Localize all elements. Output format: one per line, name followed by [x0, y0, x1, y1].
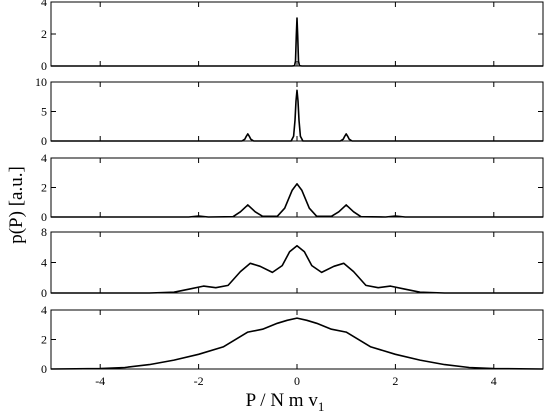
panel-5: -4 -2 0 2 4 0 2 4	[41, 303, 544, 388]
x-axis-label: P / N m v1	[246, 390, 325, 414]
y-tick-label: 4	[41, 0, 47, 9]
panel-4: 0 4 8	[41, 225, 544, 300]
x-tick-label: -4	[95, 374, 105, 388]
x-tick-label: 4	[491, 374, 497, 388]
series-line	[50, 317, 544, 370]
x-tick-label: -2	[194, 374, 204, 388]
x-tick-label: 2	[392, 374, 398, 388]
y-tick-label: 0	[41, 59, 47, 73]
y-tick-label: 8	[41, 225, 47, 239]
y-tick-label: 0	[41, 286, 47, 300]
y-tick-label: 4	[41, 303, 47, 317]
x-axis-label-subscript: 1	[318, 399, 325, 414]
y-tick-label: 10	[35, 75, 47, 89]
series-line	[51, 89, 543, 142]
series-line	[51, 17, 543, 67]
x-tick-label: 0	[294, 374, 300, 388]
y-tick-label: 5	[41, 105, 47, 119]
panel-frame	[50, 231, 544, 294]
panel-3: 0 2 4	[41, 151, 544, 224]
panels-group: 0 2 4 0 5 10 0 2 4 0 4 8 -4 -2 0 2 4 0 2 4	[35, 0, 544, 388]
x-axis-label-main: P / N m v	[246, 390, 319, 411]
panel-1: 0 2 4	[41, 0, 544, 73]
y-tick-label: 2	[41, 333, 47, 347]
panel-frame	[50, 157, 544, 218]
y-tick-label: 0	[41, 134, 47, 148]
y-tick-label: 2	[41, 181, 47, 195]
series-line	[51, 244, 543, 294]
y-axis-label: p(P) [a.u.]	[6, 166, 27, 244]
y-tick-label: 4	[41, 151, 47, 165]
y-tick-label: 0	[41, 210, 47, 224]
series-line	[51, 183, 543, 218]
panel-2: 0 5 10	[35, 75, 544, 148]
y-tick-label: 0	[41, 362, 47, 376]
y-tick-label: 4	[41, 256, 47, 270]
y-tick-label: 2	[41, 27, 47, 41]
